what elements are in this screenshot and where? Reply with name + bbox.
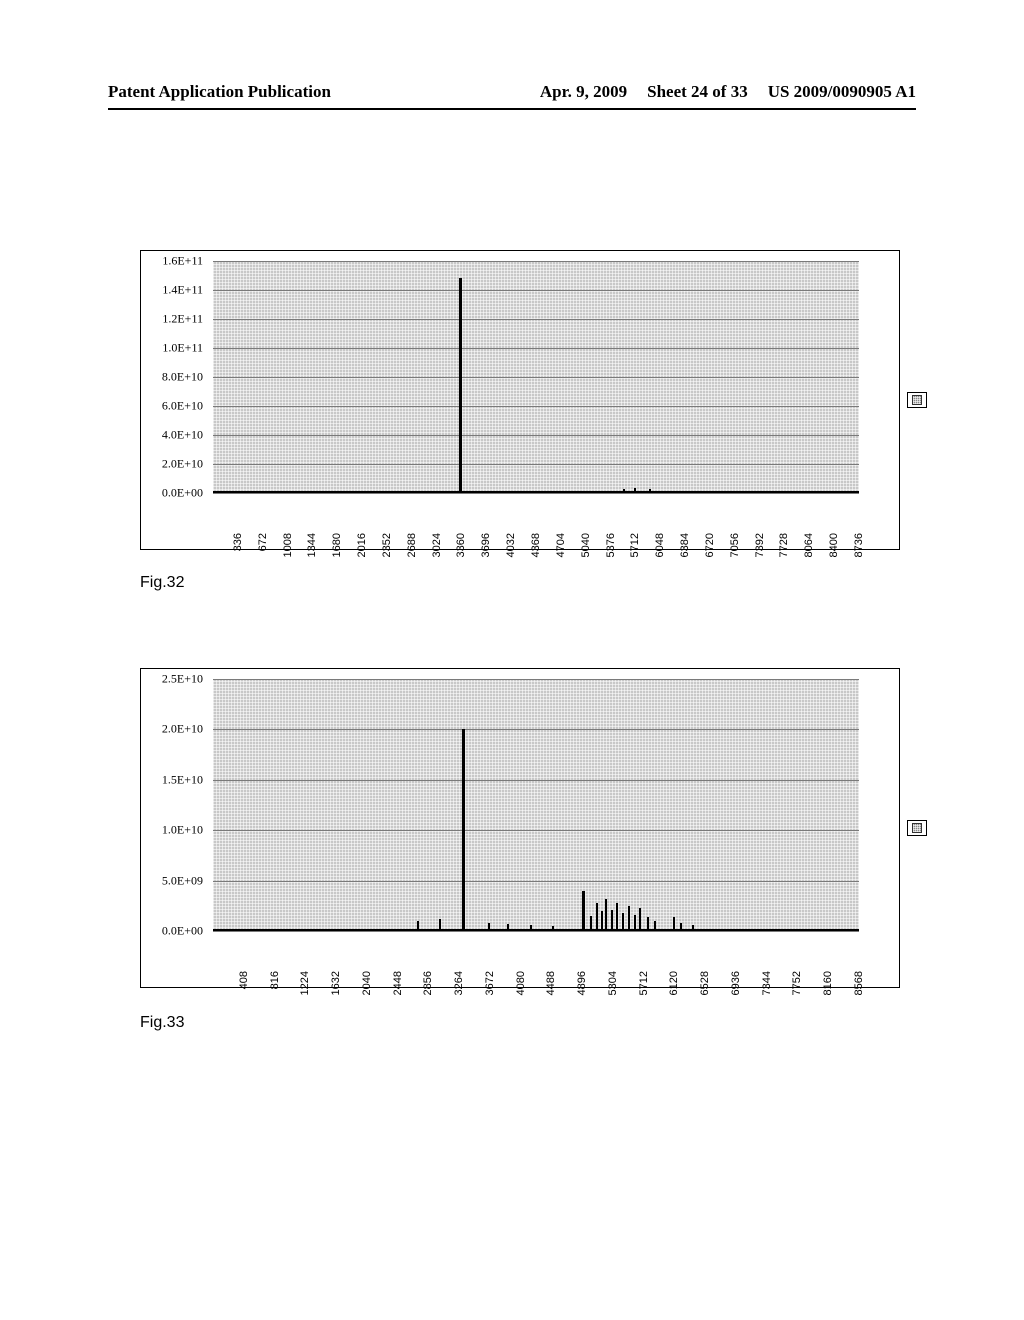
data-peak xyxy=(596,903,598,931)
legend-token xyxy=(907,820,927,836)
y-axis-label: 1.0E+10 xyxy=(162,823,203,838)
x-axis-label: 4896 xyxy=(576,971,588,1015)
x-axis-label: 7752 xyxy=(791,971,803,1015)
x-axis-label: 8160 xyxy=(822,971,834,1015)
y-axis: 1.6E+111.4E+111.2E+111.0E+118.0E+106.0E+… xyxy=(141,261,209,493)
x-axis-label: 6120 xyxy=(668,971,680,1015)
x-axis-label: 1680 xyxy=(331,533,343,577)
chart-2: 2.5E+10 2.0E+10 1.5E+10 1.0E+10 5.0E+09 0.0E+… xyxy=(140,668,900,988)
y-axis-label: 0.0E+00 xyxy=(162,924,203,939)
x-axis-label: 3672 xyxy=(484,971,496,1015)
data-peak xyxy=(611,910,613,931)
y-axis: 2.5E+102.0E+101.5E+101.0E+105.0E+090.0E+… xyxy=(141,679,209,931)
y-axis-label: 2.5E+10 xyxy=(162,672,203,687)
data-peak xyxy=(459,278,462,493)
x-axis-label: 2856 xyxy=(422,971,434,1015)
x-axis-label: 5712 xyxy=(629,533,641,577)
legend-swatch xyxy=(912,395,922,405)
x-axis-label: 2448 xyxy=(392,971,404,1015)
header-right: Apr. 9, 2009 Sheet 24 of 33 US 2009/0090… xyxy=(540,82,916,102)
x-axis-label: 8064 xyxy=(803,533,815,577)
x-axis-label: 2352 xyxy=(381,533,393,577)
x-axis-label: 7056 xyxy=(729,533,741,577)
header-left: Patent Application Publication xyxy=(108,82,331,102)
x-axis-label: 408 xyxy=(238,971,250,1015)
x-axis-label: 7392 xyxy=(754,533,766,577)
data-peak xyxy=(639,908,641,931)
x-axis-label: 2688 xyxy=(406,533,418,577)
x-axis-label: 4488 xyxy=(545,971,557,1015)
data-peak xyxy=(582,891,585,931)
y-axis-label: 4.0E+10 xyxy=(162,428,203,443)
x-axis-label: 3024 xyxy=(431,533,443,577)
x-axis-label: 1344 xyxy=(306,533,318,577)
x-axis-label: 1224 xyxy=(299,971,311,1015)
x-axis-label: 5376 xyxy=(605,533,617,577)
bars xyxy=(213,261,859,493)
y-axis-label: 1.6E+11 xyxy=(162,254,203,269)
x-axis-label: 5304 xyxy=(607,971,619,1015)
data-peak xyxy=(628,906,630,931)
y-axis-label: 6.0E+10 xyxy=(162,399,203,414)
data-peak xyxy=(462,729,465,931)
x-axis-label: 8568 xyxy=(853,971,865,1015)
data-peak xyxy=(605,899,607,931)
chart-frame: 2.5E+10 2.0E+10 1.5E+10 1.0E+10 5.0E+09 0.0E+… xyxy=(140,668,900,988)
x-axis-label: 8400 xyxy=(828,533,840,577)
data-peak xyxy=(616,903,618,931)
y-axis-label: 5.0E+09 xyxy=(162,873,203,888)
x-axis-label: 6384 xyxy=(679,533,691,577)
chart-1: 1.6E+11 1.4E+11 1.2E+11 1.0E+11 8.0E+10 6.0E+… xyxy=(140,250,900,550)
x-axis-label: 3696 xyxy=(480,533,492,577)
x-axis-label: 6048 xyxy=(654,533,666,577)
x-axis-label: 1008 xyxy=(282,533,294,577)
x-axis-label: 5712 xyxy=(638,971,650,1015)
x-axis-label: 2040 xyxy=(361,971,373,1015)
bars xyxy=(213,679,859,931)
y-axis-label: 2.0E+10 xyxy=(162,722,203,737)
plot-area xyxy=(213,679,859,931)
x-axis-label: 816 xyxy=(269,971,281,1015)
x-axis-label: 8736 xyxy=(853,533,865,577)
x-axis-label: 5040 xyxy=(580,533,592,577)
x-axis-label: 7344 xyxy=(761,971,773,1015)
y-axis-label: 1.0E+11 xyxy=(162,341,203,356)
plot-area xyxy=(213,261,859,493)
x-axis-label: 336 xyxy=(232,533,244,577)
x-axis-label: 6528 xyxy=(699,971,711,1015)
x-axis-label: 4704 xyxy=(555,533,567,577)
x-axis-label: 672 xyxy=(257,533,269,577)
figure-caption-33: Fig.33 xyxy=(140,1014,184,1032)
x-axis-label: 4080 xyxy=(515,971,527,1015)
x-axis-label: 3264 xyxy=(453,971,465,1015)
x-axis-label: 4368 xyxy=(530,533,542,577)
chart-frame: 1.6E+11 1.4E+11 1.2E+11 1.0E+11 8.0E+10 6.0E+… xyxy=(140,250,900,550)
y-axis-label: 1.4E+11 xyxy=(162,283,203,298)
x-axis-label: 3360 xyxy=(455,533,467,577)
y-axis-label: 2.0E+10 xyxy=(162,457,203,472)
y-axis-label: 0.0E+00 xyxy=(162,486,203,501)
header-date: Apr. 9, 2009 xyxy=(540,82,627,102)
figure-caption-32: Fig.32 xyxy=(140,574,184,592)
header-sheet: Sheet 24 of 33 xyxy=(647,82,748,102)
x-axis-label: 7728 xyxy=(778,533,790,577)
y-axis-label: 1.2E+11 xyxy=(162,312,203,327)
y-axis-label: 1.5E+10 xyxy=(162,772,203,787)
x-axis-label: 4032 xyxy=(505,533,517,577)
y-axis-label: 8.0E+10 xyxy=(162,370,203,385)
legend-token xyxy=(907,392,927,408)
legend-swatch xyxy=(912,823,922,833)
page-header: Patent Application Publication Apr. 9, 2… xyxy=(108,82,916,110)
x-axis-label: 6936 xyxy=(730,971,742,1015)
x-axis-label: 6720 xyxy=(704,533,716,577)
x-axis-label: 2016 xyxy=(356,533,368,577)
data-peak xyxy=(601,911,603,931)
x-axis: 3366721008134416802016235226883024336036… xyxy=(213,493,859,545)
header-pubno: US 2009/0090905 A1 xyxy=(768,82,916,102)
x-axis: 4088161224163220402448285632643672408044… xyxy=(213,931,859,983)
x-axis-label: 1632 xyxy=(330,971,342,1015)
